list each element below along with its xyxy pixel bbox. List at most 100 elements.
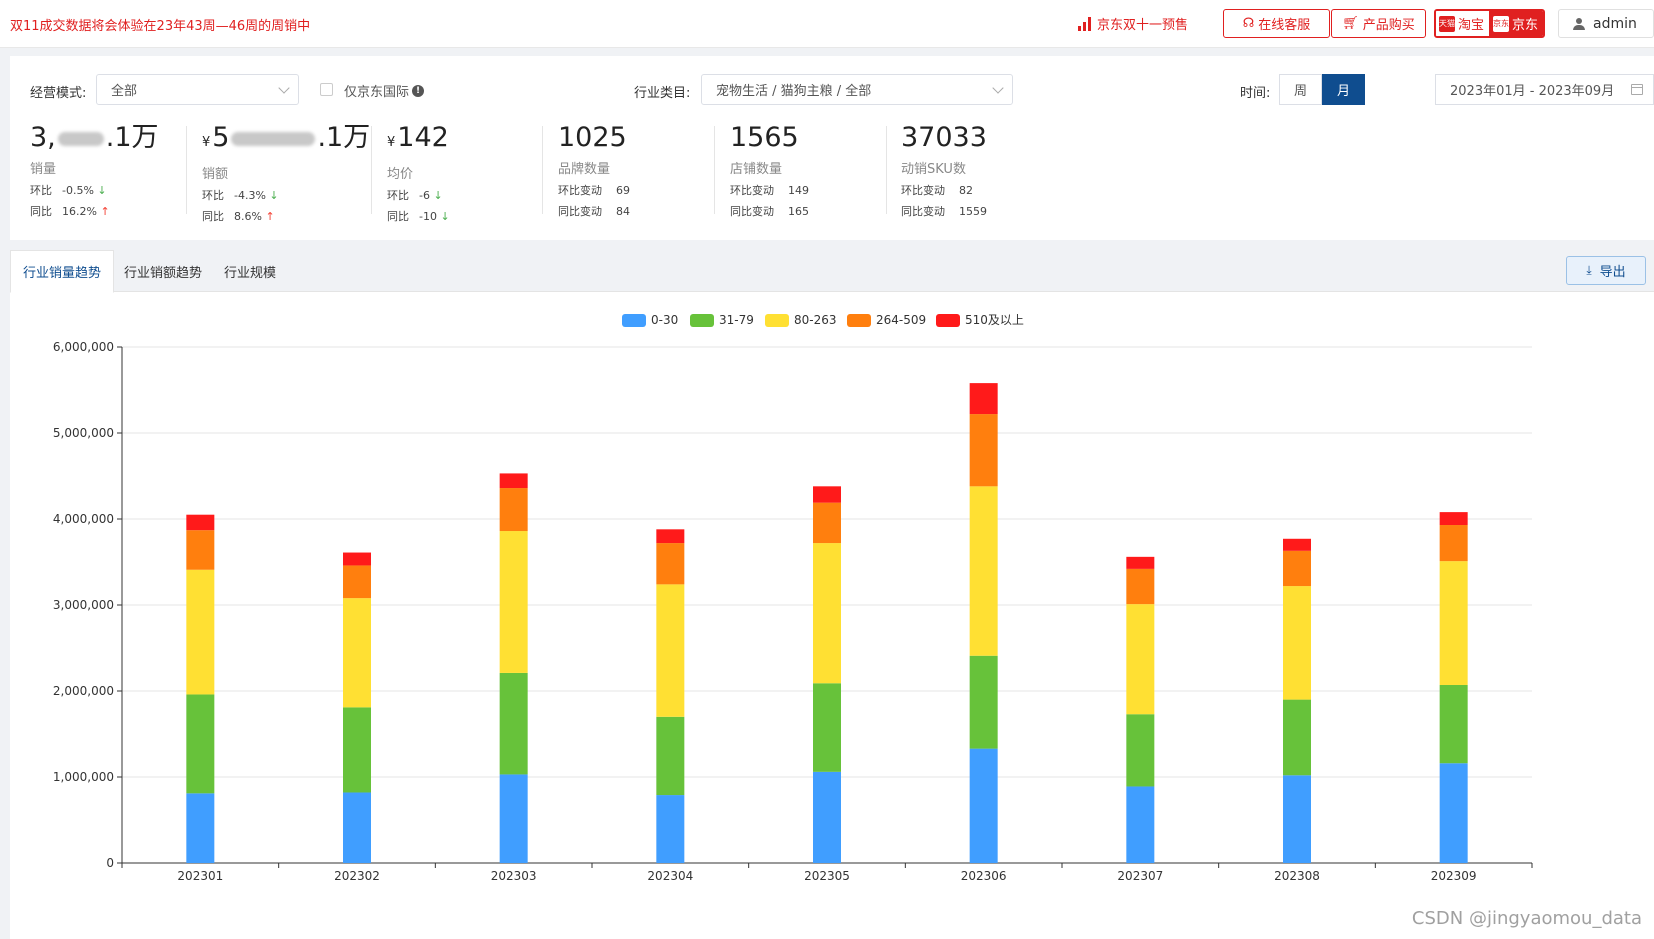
legend-label: 0-30 [651,313,678,327]
industry-label: 行业类目: [634,86,691,101]
cart-icon: 🛒︎ [1342,16,1359,31]
bar-segment-510及以上 [1439,512,1468,526]
arrow-down-icon: ↓ [433,189,443,202]
period-week-button[interactable]: 周 [1279,74,1322,105]
y-tick-label: 1,000,000 [53,770,114,784]
industry-cascader[interactable]: 宠物生活 / 猫狗主粮 / 全部 [701,74,1013,105]
arrow-down-icon: ↓ [97,184,107,197]
y-tick-label: 3,000,000 [53,598,114,612]
divider [542,126,543,214]
stat-value: 3, .1万 [30,122,159,153]
stat-mom: 环比变动 82 [901,184,973,197]
export-button[interactable]: ⤓ 导出 [1566,256,1646,285]
mode-select[interactable]: 全部 [96,74,299,105]
x-tick-label: 202309 [1431,869,1477,883]
period-toggle: 周 月 [1279,74,1365,105]
stat-brand-count: 1025 品牌数量 环比变动 69 同比变动 84 [558,122,630,222]
y-tick-label: 4,000,000 [53,512,114,526]
bar-segment-0-30 [499,774,528,863]
bar-segment-80-263 [186,569,215,695]
taobao-button[interactable]: 天猫 淘宝 [1436,11,1489,36]
arrow-up-icon: ↑ [100,205,110,218]
tab-industry-scale[interactable]: 行业规模 [224,265,277,281]
period-month-button[interactable]: 月 [1322,74,1365,105]
y-tick-label: 2,000,000 [53,684,114,698]
stat-mom: 环比变动 69 [558,184,630,197]
stat-value: 37033 [901,122,987,153]
time-label: 时间: [1240,86,1271,101]
bar-segment-264-509 [1439,525,1468,562]
bar-segment-31-79 [969,655,998,749]
bar-segment-264-509 [499,488,528,532]
stat-sales-volume: 3, .1万 销量 环比 -0.5% ↓ 同比 16.2% ↑ [30,122,159,222]
calendar-icon [1631,84,1643,95]
chevron-down-icon [992,82,1004,94]
stat-value: ¥5.1万 [202,122,371,153]
bar-segment-510及以上 [813,486,841,503]
bar-segment-264-509 [813,502,841,544]
divider [714,126,715,214]
bar-segment-31-79 [1439,684,1468,764]
bar-segment-510及以上 [969,383,998,415]
stat-sales-amount: ¥5.1万 销额 环比 -4.3% ↓ 同比 8.6% ↑ [202,122,371,223]
jd-promo-label: 京东双十一预售 [1097,18,1189,33]
arrow-down-icon: ↓ [440,210,450,223]
bar-segment-80-263 [1283,586,1311,700]
bar-segment-0-30 [1439,763,1468,863]
bar-segment-264-509 [343,565,371,599]
chart-panel: 行业销量趋势 行业销额趋势 行业规模 ⤓ 导出 0 1,000,000 2,000,… [10,250,1654,939]
bar-segment-31-79 [1283,699,1311,776]
industry-value: 宠物生活 / 猫狗主粮 / 全部 [716,84,872,99]
bar-segment-31-79 [343,707,371,793]
bar-segment-31-79 [813,683,841,772]
online-service-button[interactable]: ☊ 在线客服 [1223,9,1330,38]
legend-label: 264-509 [876,313,926,327]
bar-segment-80-263 [656,584,685,717]
jd-intl-label: 仅京东国际 [344,85,410,100]
stat-name: 均价 [387,167,414,182]
x-tick-label: 202302 [334,869,380,883]
stat-name: 品牌数量 [558,162,611,177]
bar-segment-80-263 [499,531,528,673]
legend-label: 31-79 [719,313,754,327]
legend-swatch-264-509 [847,314,871,327]
divider [371,126,372,214]
stat-value: 1565 [730,122,799,153]
tab-sales-volume-trend[interactable]: 行业销量趋势 [10,250,115,293]
x-tick-label: 202304 [647,869,693,883]
date-range-picker[interactable]: 2023年01月 - 2023年09月 [1435,74,1654,105]
export-label: 导出 [1599,265,1626,280]
masked-value [57,132,104,146]
info-icon[interactable]: ! [412,84,425,97]
user-menu[interactable]: admin [1558,9,1654,38]
bar-segment-0-30 [969,748,998,863]
stat-sku-count: 37033 动销SKU数 环比变动 82 同比变动 1559 [901,122,987,222]
legend-swatch-510及以上 [936,314,960,327]
product-buy-button[interactable]: 🛒︎ 产品购买 [1331,9,1426,38]
platform-switch: 天猫 淘宝 京东 京东 [1434,9,1545,38]
jd-label: 京东 [1512,18,1539,33]
bar-segment-264-509 [1126,568,1155,605]
bar-segment-264-509 [1283,550,1311,587]
stat-name: 动销SKU数 [901,162,966,177]
stat-name: 销额 [202,167,229,182]
username: admin [1593,15,1637,32]
bar-segment-80-263 [1126,604,1155,715]
stat-yoy: 同比变动 165 [730,205,809,218]
bar-segment-264-509 [186,530,215,570]
jd-button[interactable]: 京东 京东 [1489,11,1543,36]
notice-banner[interactable]: 双11成交数据将会体验在23年43周—46周的周销中 [10,19,311,34]
x-tick-label: 202307 [1117,869,1163,883]
tab-sales-amount-trend[interactable]: 行业销额趋势 [124,265,203,281]
jd-intl-label-wrap[interactable]: 仅京东国际 ! [344,81,425,100]
mode-select-value: 全部 [111,84,138,99]
jd-promo-link[interactable]: 京东双十一预售 [1078,14,1188,33]
bar-segment-0-30 [656,795,685,863]
stat-mom: 环比 -4.3% ↓ [202,189,279,202]
online-service-label: 在线客服 [1258,18,1311,33]
bar-segment-510及以上 [186,514,215,531]
stat-mom: 环比变动 149 [730,184,809,197]
jd-intl-checkbox[interactable] [320,83,333,96]
x-tick-label: 202305 [804,869,850,883]
stat-yoy: 同比变动 84 [558,205,630,218]
